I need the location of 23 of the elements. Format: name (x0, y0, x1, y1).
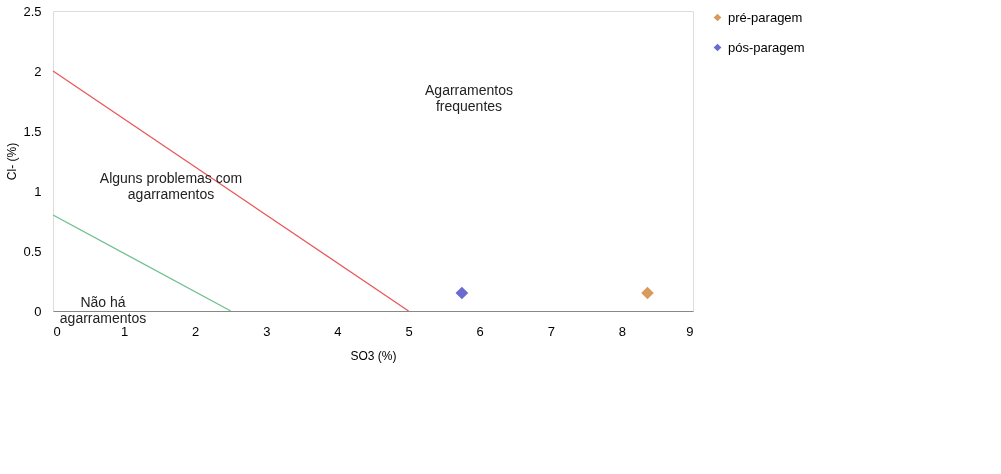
y-tick-label: 0.5 (23, 243, 42, 259)
y-tick-label: 2 (34, 63, 42, 79)
x-tick-label: 5 (405, 323, 413, 339)
x-tick-label: 9 (686, 323, 694, 339)
y-tick-label: 1.5 (23, 123, 42, 139)
y-tick-label: 0 (34, 303, 42, 319)
x-tick-label: 7 (547, 323, 555, 339)
annotation: Não há agarramentos (59, 294, 147, 326)
x-tick-label: 8 (618, 323, 627, 339)
annotation: Alguns problemas com agarramentos (99, 170, 243, 202)
y-tick-label: 1 (34, 183, 42, 199)
x-tick-label: 2 (192, 323, 200, 339)
x-tick-label: 0 (53, 323, 61, 339)
y-tick-label: 2.5 (23, 3, 42, 19)
annotation: Agarramentos frequentes (425, 82, 513, 114)
y-axis-title: Cl- (%) (5, 142, 20, 181)
x-axis-title: SO3 (%) (350, 348, 397, 363)
legend-label: pós-paragem (728, 39, 805, 55)
x-tick-label: 6 (476, 323, 484, 339)
x-tick-label: 4 (334, 323, 342, 339)
legend-label: pré-paragem (728, 9, 803, 25)
x-tick-label: 3 (263, 323, 271, 339)
x-tick-label: 1 (120, 323, 129, 339)
